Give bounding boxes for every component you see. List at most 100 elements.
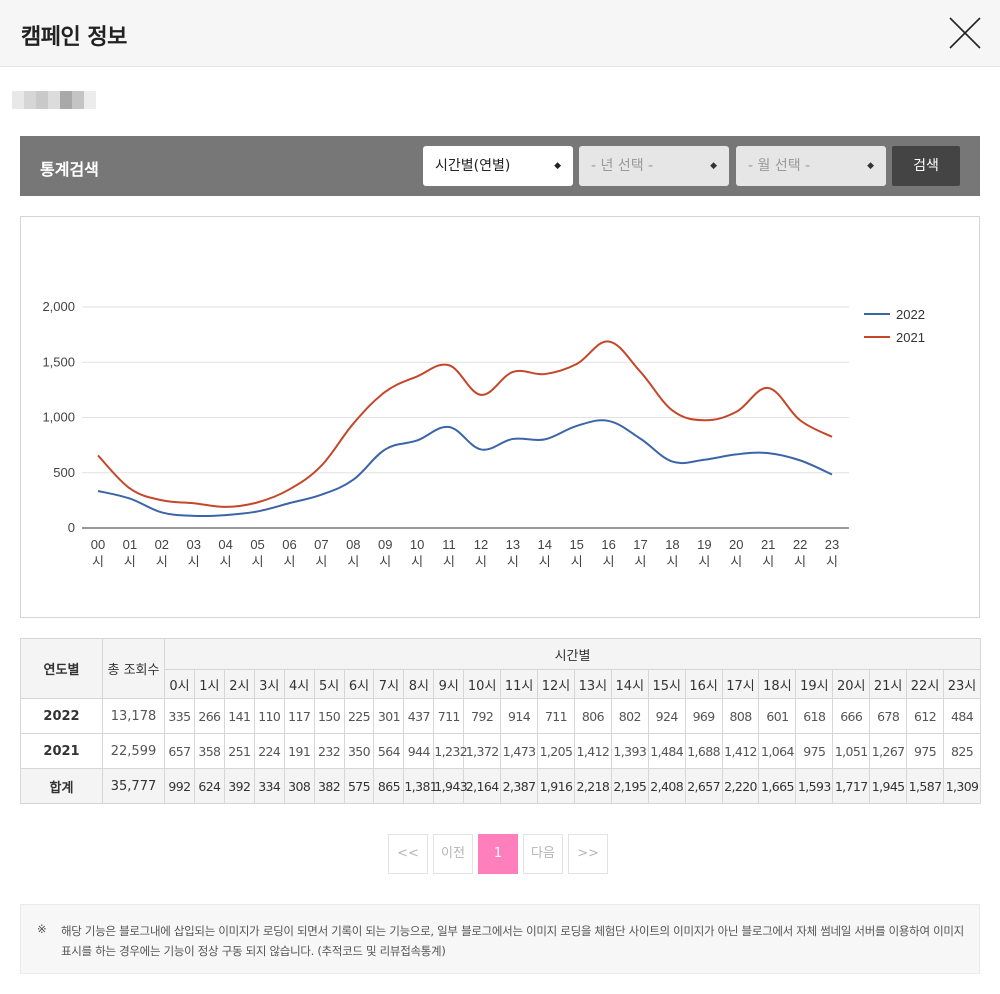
y-tick-label: 1,500 xyxy=(42,354,75,369)
hour-header: 6시 xyxy=(343,669,375,699)
select-arrows-icon: ◆ xyxy=(710,161,717,171)
page-current-button[interactable]: 1 xyxy=(478,834,518,874)
row-hour-value: 110 xyxy=(253,698,285,734)
hour-header: 9시 xyxy=(433,669,465,699)
x-tick-unit: 시 xyxy=(411,554,423,569)
col-header-hours: 시간별 xyxy=(163,638,982,670)
row-hour-value: 1,665 xyxy=(758,768,797,804)
x-tick-unit: 시 xyxy=(603,554,615,569)
modal-header: 캠페인 정보 xyxy=(0,0,1000,67)
x-tick-unit: 시 xyxy=(156,554,168,569)
x-tick-label: 10 xyxy=(410,537,424,552)
close-icon xyxy=(949,17,981,49)
row-hour-value: 1,205 xyxy=(537,733,575,769)
row-hour-value: 1,051 xyxy=(832,733,871,769)
x-tick-label: 21 xyxy=(761,537,775,552)
row-hour-value: 437 xyxy=(403,698,435,734)
x-tick-label: 09 xyxy=(378,537,392,552)
row-hour-value: 601 xyxy=(758,698,797,734)
search-button[interactable]: 검색 xyxy=(892,146,960,186)
x-tick-label: 16 xyxy=(601,537,615,552)
row-hour-value: 1,267 xyxy=(869,733,908,769)
row-hour-value: 624 xyxy=(193,768,225,804)
type-select[interactable]: 시간별(연별) ◆ xyxy=(423,146,573,186)
row-hour-value: 484 xyxy=(942,698,982,734)
close-button[interactable] xyxy=(948,16,982,50)
row-hour-value: 2,408 xyxy=(647,768,686,804)
row-hour-value: 1,717 xyxy=(832,768,871,804)
legend-label: 2021 xyxy=(896,330,925,345)
row-hour-value: 711 xyxy=(433,698,465,734)
row-hour-value: 711 xyxy=(537,698,575,734)
y-tick-label: 500 xyxy=(53,465,75,480)
row-hour-value: 666 xyxy=(832,698,871,734)
row-hour-value: 1,412 xyxy=(573,733,612,769)
row-hour-value: 1,412 xyxy=(721,733,760,769)
x-tick-unit: 시 xyxy=(826,554,838,569)
row-hour-value: 612 xyxy=(906,698,944,734)
x-tick-label: 02 xyxy=(155,537,169,552)
row-hour-value: 266 xyxy=(193,698,225,734)
row-total: 35,777 xyxy=(102,768,165,804)
row-hour-value: 1,473 xyxy=(500,733,539,769)
row-hour-value: 806 xyxy=(573,698,612,734)
stats-search-bar: 통계검색 시간별(연별) ◆ - 년 선택 - ◆ - 월 선택 - ◆ 검색 xyxy=(20,136,980,196)
hour-header: 23시 xyxy=(942,669,982,699)
hour-header: 10시 xyxy=(463,669,502,699)
x-tick-label: 01 xyxy=(123,537,137,552)
x-tick-unit: 시 xyxy=(571,554,583,569)
hour-header: 4시 xyxy=(283,669,315,699)
page-first-button[interactable]: << xyxy=(388,834,428,874)
row-hour-value: 944 xyxy=(403,733,435,769)
stats-table: 연도별 총 조회수 시간별 0시 1시 2시 3시 4시 5시 6시 7시 8시 9시 10시 11시… xyxy=(20,638,982,804)
month-select-value: - 월 선택 - xyxy=(748,158,811,174)
page-prev-button[interactable]: 이전 xyxy=(433,834,473,874)
hour-header: 0시 xyxy=(164,669,195,699)
x-tick-unit: 시 xyxy=(315,554,327,569)
row-hour-value: 225 xyxy=(343,698,375,734)
row-hour-value: 802 xyxy=(610,698,649,734)
row-hour-value: 392 xyxy=(223,768,255,804)
redacted-campaign-name xyxy=(12,91,96,109)
x-tick-unit: 시 xyxy=(762,554,774,569)
row-hour-value: 969 xyxy=(684,698,723,734)
search-title: 통계검색 xyxy=(40,160,99,179)
row-hour-value: 924 xyxy=(647,698,686,734)
row-hour-value: 2,387 xyxy=(500,768,539,804)
year-select[interactable]: - 년 선택 - ◆ xyxy=(579,146,729,186)
hourly-chart: 0 500 1,000 1,500 2,000 00 시 01 시 02 시 03 시 04 시 05 시 06 시… xyxy=(20,216,980,618)
row-hour-value: 1,587 xyxy=(906,768,944,804)
hour-header: 5시 xyxy=(313,669,345,699)
row-hour-value: 1,232 xyxy=(433,733,468,769)
x-tick-label: 04 xyxy=(218,537,232,552)
row-hour-value: 191 xyxy=(283,733,315,769)
x-tick-label: 13 xyxy=(506,537,520,552)
table-row: 합계 35,777 992 624 392 334 308 382 575 865 1,381 1,9… xyxy=(20,768,982,804)
x-tick-unit: 시 xyxy=(283,554,295,569)
row-hour-value: 808 xyxy=(721,698,760,734)
row-hour-value: 301 xyxy=(373,698,405,734)
row-hour-value: 1,309 xyxy=(942,768,982,804)
row-hour-value: 335 xyxy=(164,698,195,734)
row-hour-value: 1,593 xyxy=(795,768,834,804)
hour-header: 14시 xyxy=(610,669,649,699)
row-hour-value: 1,688 xyxy=(684,733,723,769)
hour-header: 20시 xyxy=(832,669,871,699)
row-hour-value: 2,218 xyxy=(573,768,612,804)
x-tick-unit: 시 xyxy=(188,554,200,569)
row-hour-value: 992 xyxy=(164,768,195,804)
page-next-button[interactable]: 다음 xyxy=(523,834,563,874)
row-hour-value: 564 xyxy=(373,733,405,769)
row-hour-value: 150 xyxy=(313,698,345,734)
x-tick-label: 12 xyxy=(474,537,488,552)
page-last-button[interactable]: >> xyxy=(568,834,608,874)
row-total: 22,599 xyxy=(102,733,165,769)
x-tick-unit: 시 xyxy=(794,554,806,569)
x-tick-unit: 시 xyxy=(443,554,455,569)
x-tick-label: 18 xyxy=(665,537,679,552)
series-line-2022 xyxy=(97,419,833,518)
row-hour-value: 1,916 xyxy=(537,768,575,804)
month-select[interactable]: - 월 선택 - ◆ xyxy=(736,146,886,186)
modal-title: 캠페인 정보 xyxy=(21,25,127,50)
x-tick-unit: 시 xyxy=(252,554,264,569)
